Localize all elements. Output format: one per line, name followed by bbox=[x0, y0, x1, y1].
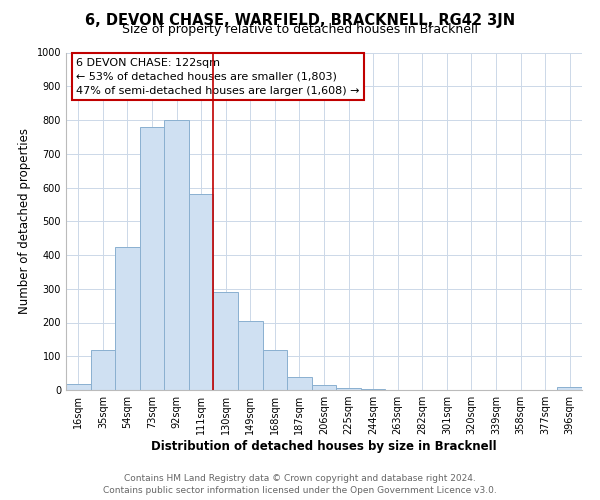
Bar bbox=[140, 126, 164, 390]
Bar bbox=[214, 292, 238, 390]
Bar bbox=[164, 120, 189, 390]
X-axis label: Distribution of detached houses by size in Bracknell: Distribution of detached houses by size … bbox=[151, 440, 497, 453]
Text: 6 DEVON CHASE: 122sqm
← 53% of detached houses are smaller (1,803)
47% of semi-d: 6 DEVON CHASE: 122sqm ← 53% of detached … bbox=[76, 58, 360, 96]
Bar bbox=[312, 385, 336, 390]
Bar bbox=[91, 350, 115, 390]
Bar bbox=[557, 388, 582, 390]
Bar bbox=[238, 321, 263, 390]
Bar bbox=[263, 350, 287, 390]
Text: Size of property relative to detached houses in Bracknell: Size of property relative to detached ho… bbox=[122, 22, 478, 36]
Bar bbox=[336, 388, 361, 390]
Text: Contains HM Land Registry data © Crown copyright and database right 2024.
Contai: Contains HM Land Registry data © Crown c… bbox=[103, 474, 497, 495]
Text: 6, DEVON CHASE, WARFIELD, BRACKNELL, RG42 3JN: 6, DEVON CHASE, WARFIELD, BRACKNELL, RG4… bbox=[85, 12, 515, 28]
Bar bbox=[189, 194, 214, 390]
Bar bbox=[66, 384, 91, 390]
Bar bbox=[115, 246, 140, 390]
Y-axis label: Number of detached properties: Number of detached properties bbox=[18, 128, 31, 314]
Bar bbox=[287, 376, 312, 390]
